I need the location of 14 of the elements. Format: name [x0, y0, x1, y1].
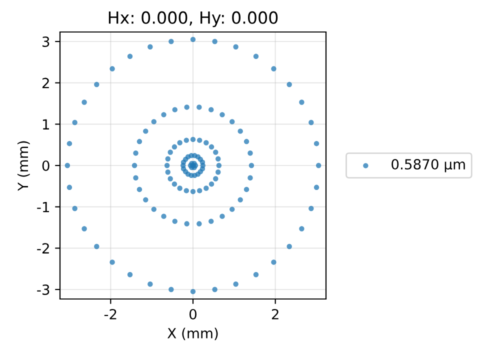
- y-tick-label: -2: [37, 243, 49, 254]
- x-tick-label: 0: [189, 308, 196, 320]
- y-tick-label: -1: [37, 202, 49, 212]
- y-tick-label: 0: [42, 160, 50, 171]
- y-tick-label: 2: [42, 78, 49, 88]
- y-tick-label: -3: [37, 284, 50, 295]
- x-tick-label: 2: [272, 308, 278, 320]
- legend-label: 0.5870 µm: [392, 159, 465, 172]
- x-axis-title: X (mm): [168, 328, 218, 340]
- y-tick-label: 1: [42, 119, 49, 130]
- y-tick-label: 3: [42, 36, 50, 47]
- y-axis-title: Y (mm): [17, 141, 30, 191]
- chart-title: Hx: 0.000, Hy: 0.000: [108, 11, 278, 28]
- x-tick-label: -2: [104, 308, 116, 320]
